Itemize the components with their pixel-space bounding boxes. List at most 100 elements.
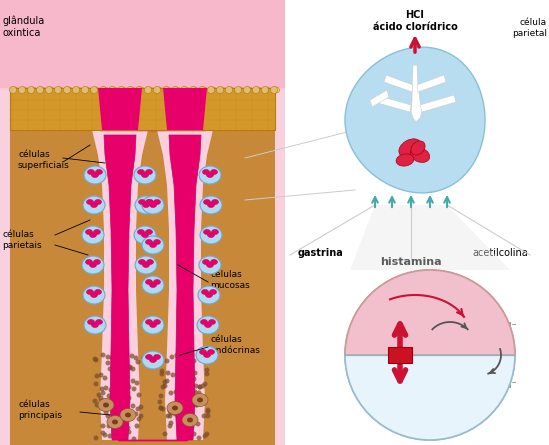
Ellipse shape [87, 320, 94, 324]
Circle shape [201, 413, 206, 418]
Circle shape [176, 372, 181, 376]
Circle shape [203, 381, 208, 387]
Ellipse shape [120, 409, 136, 421]
Circle shape [119, 410, 124, 416]
Ellipse shape [197, 397, 203, 402]
Ellipse shape [204, 323, 211, 328]
FancyBboxPatch shape [0, 2, 285, 90]
Circle shape [135, 380, 139, 385]
Circle shape [100, 424, 105, 429]
Circle shape [189, 425, 194, 429]
Circle shape [120, 414, 126, 420]
Circle shape [192, 376, 197, 381]
Ellipse shape [83, 196, 105, 214]
Circle shape [99, 399, 104, 404]
Circle shape [180, 352, 184, 357]
Circle shape [192, 432, 197, 437]
Circle shape [178, 363, 183, 368]
Ellipse shape [200, 320, 208, 324]
Text: células
endócrinas: células endócrinas [210, 335, 260, 355]
Text: glândula
oxintica: glândula oxintica [2, 15, 44, 38]
Circle shape [94, 402, 99, 408]
Ellipse shape [154, 239, 160, 244]
Ellipse shape [103, 402, 109, 408]
Text: acetilcolina: acetilcolina [472, 248, 528, 258]
Circle shape [116, 422, 121, 428]
Ellipse shape [135, 196, 157, 214]
Circle shape [165, 359, 170, 364]
Circle shape [188, 404, 193, 409]
Ellipse shape [182, 413, 198, 426]
Ellipse shape [210, 290, 216, 295]
Ellipse shape [209, 320, 216, 324]
Ellipse shape [149, 202, 156, 207]
Circle shape [121, 375, 126, 380]
Circle shape [198, 384, 203, 389]
Circle shape [170, 355, 175, 360]
FancyBboxPatch shape [10, 88, 275, 130]
Circle shape [114, 380, 119, 384]
Ellipse shape [264, 87, 271, 93]
Ellipse shape [98, 399, 114, 412]
Circle shape [199, 396, 204, 400]
Circle shape [105, 355, 110, 360]
Text: HCl
ácido clorídrico: HCl ácido clorídrico [373, 10, 457, 32]
Ellipse shape [84, 166, 106, 184]
Ellipse shape [144, 86, 152, 93]
Ellipse shape [87, 199, 93, 205]
Polygon shape [384, 75, 413, 92]
Ellipse shape [109, 86, 115, 93]
Ellipse shape [196, 346, 218, 364]
Circle shape [126, 429, 132, 434]
Circle shape [113, 434, 117, 440]
Circle shape [137, 417, 142, 421]
Ellipse shape [143, 263, 149, 267]
Circle shape [126, 384, 132, 389]
Circle shape [126, 425, 131, 430]
Polygon shape [104, 135, 136, 440]
Circle shape [173, 389, 178, 395]
Text: bomba
de produção
de ácido: bomba de produção de ácido [445, 348, 493, 378]
Ellipse shape [36, 86, 43, 93]
Text: gastrina: gastrina [297, 248, 343, 258]
Ellipse shape [93, 259, 100, 264]
Text: célula
parietal: célula parietal [512, 18, 547, 38]
Circle shape [197, 436, 201, 441]
Circle shape [169, 421, 173, 425]
Ellipse shape [145, 320, 153, 324]
Circle shape [189, 376, 194, 380]
Circle shape [107, 424, 111, 429]
Ellipse shape [134, 166, 156, 184]
Ellipse shape [410, 148, 430, 162]
Circle shape [167, 413, 172, 418]
Circle shape [181, 430, 186, 436]
Circle shape [93, 381, 98, 387]
Ellipse shape [96, 170, 103, 174]
Circle shape [182, 418, 188, 424]
Ellipse shape [142, 276, 164, 294]
Ellipse shape [126, 86, 133, 93]
Circle shape [200, 384, 205, 388]
Ellipse shape [149, 323, 156, 328]
Circle shape [107, 393, 111, 399]
Ellipse shape [149, 357, 156, 363]
Ellipse shape [120, 87, 126, 93]
Ellipse shape [9, 86, 16, 93]
Circle shape [138, 413, 143, 418]
Text: células
parietais: células parietais [2, 231, 42, 250]
Ellipse shape [137, 230, 144, 235]
Ellipse shape [110, 87, 117, 93]
Ellipse shape [12, 87, 19, 93]
Circle shape [136, 406, 141, 412]
Ellipse shape [147, 199, 154, 205]
Ellipse shape [210, 259, 217, 264]
Circle shape [131, 367, 136, 372]
Ellipse shape [81, 86, 88, 93]
Circle shape [132, 387, 137, 392]
Ellipse shape [117, 86, 125, 93]
Circle shape [167, 408, 172, 413]
Ellipse shape [142, 351, 164, 369]
Ellipse shape [142, 173, 148, 178]
Circle shape [92, 356, 98, 361]
Circle shape [176, 410, 182, 416]
